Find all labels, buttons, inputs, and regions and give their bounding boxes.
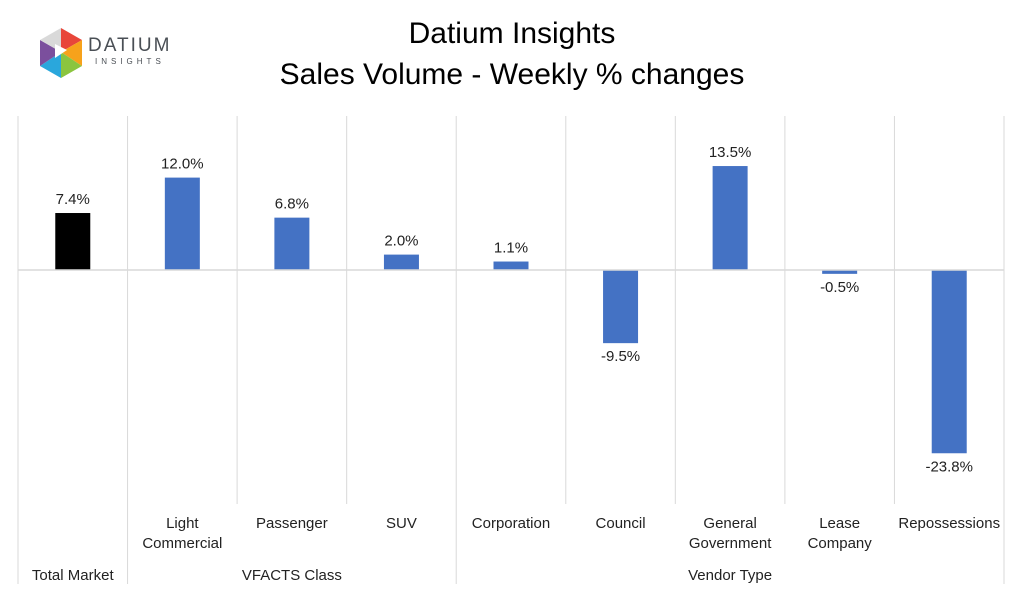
- category-label: Passenger: [256, 515, 328, 532]
- bar: [603, 270, 639, 344]
- chart-title: Datium Insights: [408, 17, 616, 50]
- value-label: -0.5%: [820, 279, 859, 296]
- value-label: -23.8%: [925, 458, 973, 475]
- bar: [55, 213, 91, 270]
- category-labels: Light Commercial Passenger SUV Corporation Co…: [142, 515, 1000, 552]
- category-label: SUV: [386, 515, 417, 532]
- group-labels: Total Market VFACTS Class Vendor Type: [32, 567, 772, 584]
- category-label: Commercial: [142, 535, 222, 552]
- value-label: 6.8%: [275, 196, 309, 213]
- datium-logo-icon: [40, 28, 82, 78]
- value-label: 2.0%: [384, 233, 418, 250]
- logo-name: DATIUM: [88, 35, 172, 56]
- category-label: Repossessions: [898, 515, 1000, 532]
- bar: [274, 217, 310, 270]
- group-label: VFACTS Class: [242, 567, 342, 584]
- category-label: General: [703, 515, 756, 532]
- chart-subtitle: Sales Volume - Weekly % changes: [279, 58, 745, 91]
- value-label: 1.1%: [494, 240, 528, 257]
- logo-tagline: INSIGHTS: [95, 57, 165, 66]
- value-label: -9.5%: [601, 348, 640, 365]
- category-separators: [17, 116, 1005, 584]
- bar: [931, 270, 967, 454]
- value-label: 13.5%: [709, 144, 752, 161]
- bar: [383, 254, 419, 270]
- bar: [712, 166, 748, 270]
- bar: [164, 177, 200, 270]
- category-label: Corporation: [472, 515, 550, 532]
- category-label: Company: [808, 535, 873, 552]
- category-label: Light: [166, 515, 199, 532]
- value-label: 12.0%: [161, 156, 204, 173]
- bar: [493, 261, 529, 270]
- category-label: Lease: [819, 515, 860, 532]
- category-label: Government: [689, 535, 772, 552]
- group-label: Vendor Type: [688, 567, 772, 584]
- datium-logo: DATIUM INSIGHTS: [38, 26, 188, 82]
- bars: [55, 166, 967, 454]
- value-label: 7.4%: [56, 191, 90, 208]
- category-label: Council: [596, 515, 646, 532]
- bar: [822, 270, 858, 274]
- group-label: Total Market: [32, 567, 115, 584]
- value-labels: 7.4% 12.0% 6.8% 2.0% 1.1% -9.5% 13.5% -0.5% -23.…: [56, 144, 973, 475]
